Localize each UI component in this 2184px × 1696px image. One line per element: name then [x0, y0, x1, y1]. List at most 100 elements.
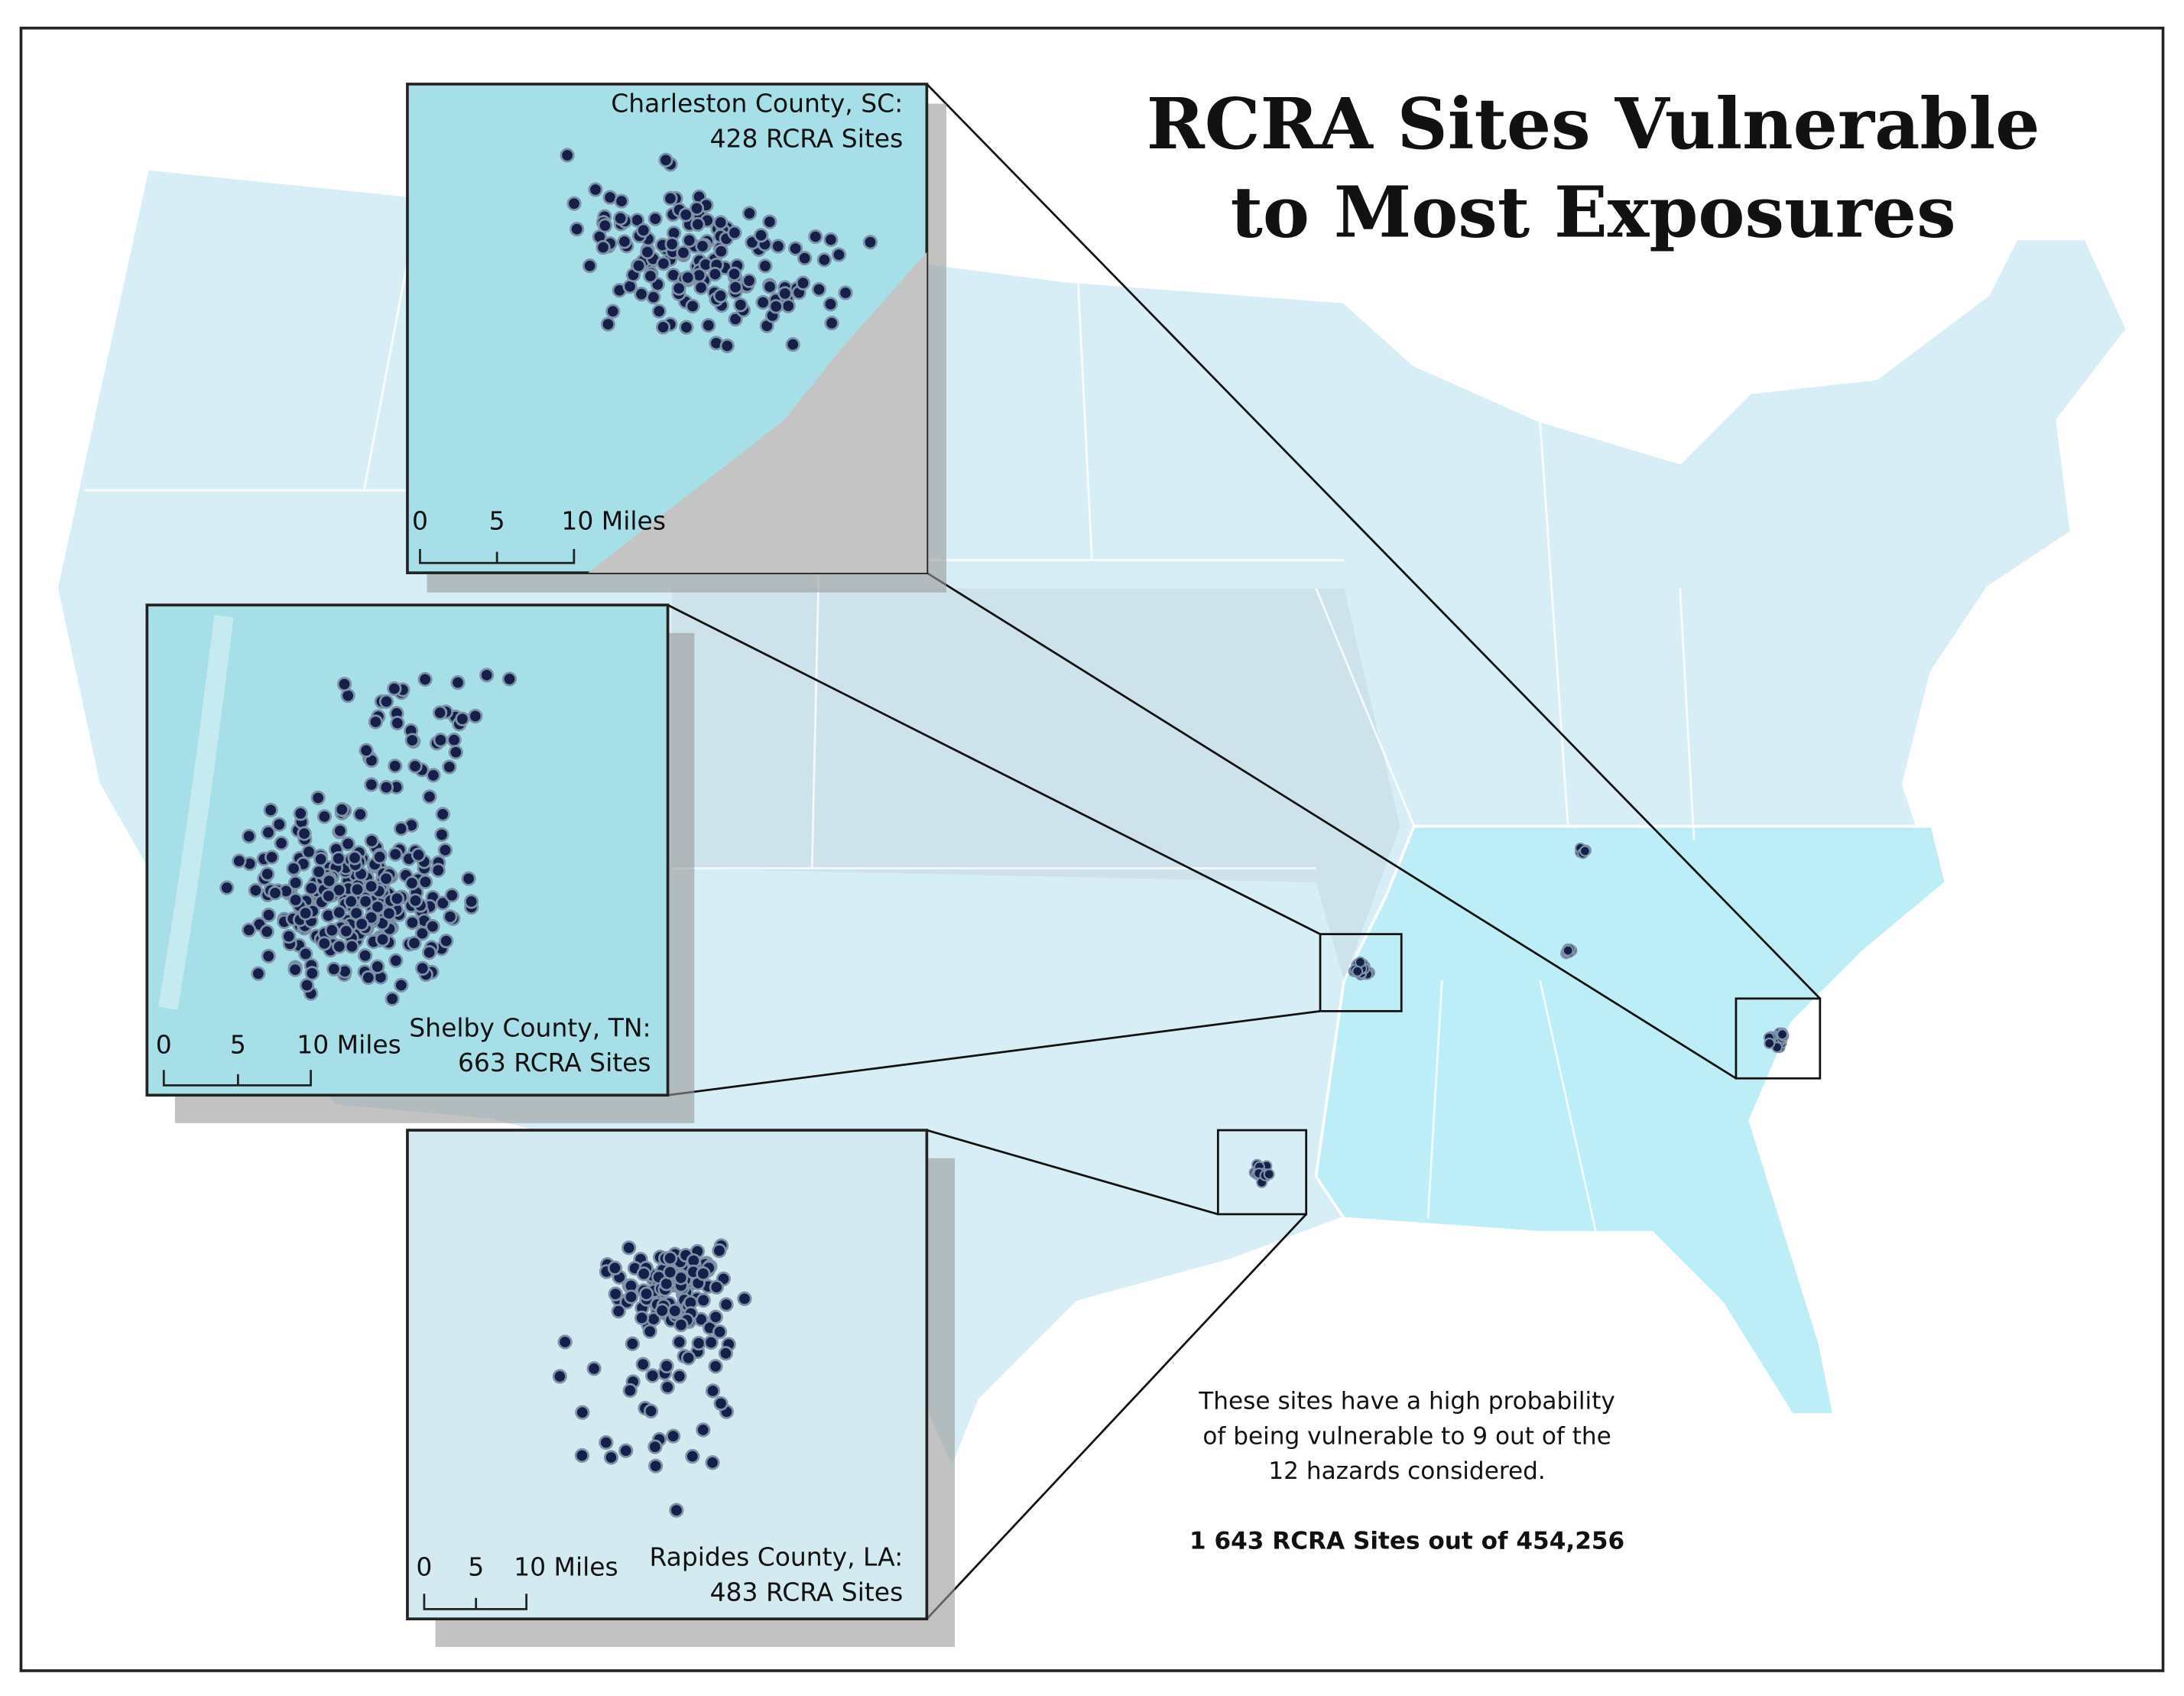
site-dot	[605, 304, 621, 319]
site-dot	[298, 905, 313, 921]
site-dot	[862, 235, 878, 250]
site-dot	[603, 1450, 619, 1465]
site-dot	[326, 961, 342, 977]
site-dot	[780, 298, 796, 314]
site-dot	[421, 944, 437, 960]
site-dot	[321, 873, 337, 889]
site-dot	[364, 879, 379, 894]
site-dot	[1579, 845, 1591, 857]
site-dot	[557, 1334, 573, 1350]
site-dot	[631, 258, 647, 274]
site-dot	[415, 960, 430, 976]
site-dot	[664, 236, 680, 252]
site-dot	[742, 206, 758, 221]
central-region	[672, 588, 1400, 981]
site-dot	[613, 210, 628, 226]
site-dot	[368, 714, 384, 729]
summary: 1 643 RCRA Sites out of 454,256	[1189, 1528, 1624, 1555]
site-dot	[623, 1289, 639, 1304]
site-dot	[608, 1286, 623, 1301]
site-dot	[388, 759, 403, 774]
title-line: RCRA Sites Vulnerable	[1147, 83, 2040, 165]
site-dots	[219, 148, 1790, 1518]
site-dot	[404, 876, 420, 891]
site-dot	[286, 861, 301, 876]
site-count: 483 RCRA Sites	[710, 1577, 904, 1607]
site-dot	[297, 826, 312, 841]
site-dot	[388, 846, 403, 862]
site-dot	[635, 1356, 651, 1372]
site-dot	[762, 279, 777, 294]
site-dot	[375, 931, 391, 947]
site-dot	[1263, 1168, 1275, 1181]
site-dot	[1562, 944, 1574, 957]
zoom-boxes	[667, 83, 1822, 1620]
site-dot	[241, 922, 257, 937]
site-dot	[663, 190, 678, 206]
site-dot	[407, 935, 422, 950]
site-dot	[1764, 1038, 1776, 1049]
site-dot	[696, 1292, 711, 1308]
site-dot	[340, 836, 355, 852]
site-dot	[663, 1250, 678, 1266]
site-dot	[838, 285, 853, 301]
site-dot	[552, 1369, 567, 1384]
site-dot	[582, 258, 598, 274]
site-dot	[251, 966, 266, 981]
site-dot	[439, 933, 454, 949]
site-dot	[648, 1458, 664, 1473]
site-dot	[304, 966, 320, 981]
site-dot	[643, 268, 658, 284]
site-dot	[823, 232, 839, 248]
site-dot	[417, 671, 433, 687]
site-dot	[680, 1350, 696, 1366]
site-dot	[666, 1428, 681, 1444]
site-dot	[647, 211, 663, 226]
site-dot	[299, 977, 315, 993]
scale-label: 10 Miles	[297, 1029, 401, 1059]
note-line: 12 hazards considered.	[1268, 1457, 1545, 1485]
site-dot	[811, 281, 827, 297]
site-dot	[324, 923, 339, 938]
site-dot	[388, 953, 404, 968]
site-dot	[727, 225, 742, 241]
site-dot	[678, 207, 693, 223]
county-label: Shelby County, TN:	[409, 1012, 651, 1042]
site-dot	[680, 270, 696, 285]
site-dot	[712, 288, 729, 304]
site-dot	[261, 948, 276, 963]
site-dot	[433, 733, 448, 748]
site-dot	[785, 336, 800, 353]
site-dot	[426, 768, 441, 783]
site-dot	[693, 280, 709, 295]
site-dot	[685, 298, 700, 314]
site-dot	[404, 915, 420, 931]
site-dot	[443, 909, 458, 924]
site-dot	[645, 1368, 660, 1383]
site-dot	[435, 895, 450, 911]
inset-rapides: Rapides County, LA: 483 RCRA Sites 0 5 1…	[406, 1129, 956, 1647]
site-dot	[647, 1439, 663, 1454]
site-dot	[823, 297, 839, 312]
site-dot	[359, 742, 374, 758]
site-dot	[479, 668, 495, 683]
site-dot	[293, 806, 308, 821]
site-dot	[404, 733, 420, 748]
site-dot	[446, 733, 462, 748]
site-dot	[719, 338, 735, 353]
site-dot	[461, 871, 476, 886]
site-dot	[442, 759, 457, 775]
site-dot	[364, 833, 379, 849]
site-dot	[455, 711, 470, 726]
site-dot	[232, 853, 247, 869]
site-dot	[501, 671, 518, 687]
site-dot	[634, 287, 649, 302]
site-dot	[621, 1240, 637, 1256]
site-dot	[378, 694, 394, 710]
note-line: of being vulnerable to 9 out of the	[1202, 1422, 1611, 1450]
site-dot	[364, 777, 379, 792]
site-dot	[646, 290, 661, 305]
site-dot	[468, 708, 483, 724]
site-dot	[768, 299, 784, 314]
site-dot	[575, 1405, 590, 1420]
